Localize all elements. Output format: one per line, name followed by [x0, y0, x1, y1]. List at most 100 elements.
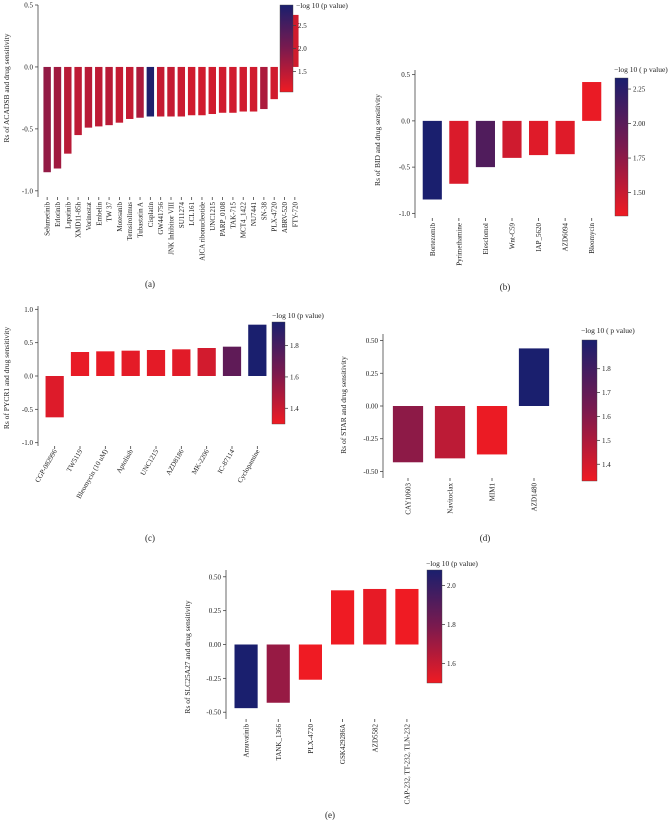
x-tick-label: CAY10603	[405, 483, 413, 515]
bar-bleomycin-10-um-	[96, 351, 115, 376]
x-tick-label: Vorinostat	[85, 202, 93, 231]
bar-fty-720	[291, 14, 299, 67]
y-tick-label: 0.0	[401, 117, 410, 125]
bar-elesclomol	[475, 120, 495, 168]
colorbar-tick-label: 1.4	[602, 461, 611, 469]
y-tick-label: -1.0	[22, 187, 34, 195]
y-tick-label: 0.25	[366, 370, 379, 378]
x-tick-label: MK-2206	[190, 448, 211, 476]
x-tick-label: UNC1215	[139, 448, 161, 477]
panel-label-c: (c)	[145, 533, 155, 543]
bar-tak-715	[229, 66, 237, 113]
bar-parp-0108	[218, 66, 227, 113]
y-axis-title-b: Rs of BID and drug sensitivity	[373, 94, 382, 186]
colorbar-tick-label: 2.0	[447, 582, 456, 590]
y-tick-label: 0.0	[24, 63, 33, 71]
bar-aica-ribonucleotide	[198, 66, 206, 116]
y-tick-label: 0.5	[24, 2, 33, 10]
colorbar-title-b: −log 10 ( p value)	[614, 65, 668, 74]
y-axis-title-d: Rs of STAR and drug sensitivity	[339, 356, 348, 454]
x-tick-label: UNC1215	[209, 202, 217, 231]
bar-aptolisib	[121, 350, 140, 376]
bar-amuvatinib	[234, 644, 258, 709]
bar-su11274	[177, 66, 186, 117]
x-tick-label: Bortezomib	[429, 223, 437, 257]
y-tick-label: -0.5	[399, 164, 411, 172]
x-tick-label: SN-38	[260, 202, 268, 221]
bar-mim1	[476, 406, 508, 455]
x-tick-label: Cyclopamine	[236, 448, 262, 484]
colorbar-tick-label: 2.00	[633, 120, 646, 128]
x-tick-label: Cisplatin	[147, 202, 155, 228]
colorbar-title-d: −log 10 ( p value)	[581, 326, 635, 335]
bar-cgp-082996	[45, 376, 64, 418]
x-tick-label: Lapatinib	[64, 202, 72, 229]
x-tick-label: Erlotinib	[54, 202, 62, 227]
x-tick-label: Motesanib	[116, 202, 124, 232]
colorbar-tick-label: 1.50	[633, 189, 646, 197]
y-tick-label: -0.5	[22, 125, 34, 133]
x-tick-label: AICA ribonucleotide	[198, 202, 206, 261]
x-tick-label: TW5119	[65, 448, 84, 474]
x-tick-label: Wnt-C59	[509, 223, 517, 250]
chart-panel-b: -1.0 -0.5 0.0 0.5 Bortezomib Pyrimethamine Ele…	[399, 70, 646, 266]
bar-tubastatin-a	[136, 66, 144, 118]
x-tick-label: Temsirolimus	[126, 202, 134, 241]
x-tick-label: Aptolisib	[115, 448, 135, 475]
colorbar-title-e: −log 10 (p value)	[426, 559, 478, 568]
x-tick-label: MIM1	[489, 483, 497, 502]
y-tick-label: 0.5	[401, 71, 410, 79]
bar-azd5582	[363, 588, 387, 645]
y-tick-label: -0.25	[363, 435, 378, 443]
x-tick-label: NU7441	[250, 202, 258, 227]
bar-jnk-inhibitor-viii	[167, 66, 175, 117]
colorbar	[581, 339, 598, 482]
colorbar-tick-label: 1.4	[290, 405, 299, 413]
x-tick-label: PARP_0108	[219, 202, 227, 237]
x-tick-label: Bleomycin	[588, 223, 596, 254]
colorbar-title-a: −log 10 (p value)	[296, 1, 348, 10]
bar-ic-87114	[222, 346, 242, 376]
bar-unc1215	[208, 66, 216, 115]
x-tick-label: Pyrimethamine	[455, 223, 463, 266]
colorbar-tick-label: 1.6	[447, 660, 456, 668]
colorbar-tick-label: 1.8	[602, 365, 611, 373]
bar-cisplatin	[146, 66, 155, 117]
bar-cay10603	[392, 406, 424, 463]
y-tick-label: -1.0	[399, 210, 411, 218]
colorbar-tick-label: 1.5	[298, 68, 307, 76]
y-axis-title-a: Rs of ACADSB and drug sensitivity	[2, 33, 11, 142]
colorbar-tick-label: 1.75	[633, 155, 646, 163]
bar-navitoclax	[434, 406, 466, 459]
bar-mk-2206	[197, 348, 216, 376]
bar-azd8186	[172, 349, 191, 376]
bar-plx-4720	[270, 66, 278, 100]
chart-panel-a: -1.0 -0.5 0.0 0.5 Selumetinib Erlotinib Lapati…	[22, 2, 307, 261]
bar-selumetinib	[43, 66, 51, 173]
bar-embelin	[95, 66, 103, 127]
y-tick-label: 0.50	[366, 337, 379, 345]
y-tick-label: -0.25	[206, 675, 221, 683]
x-tick-label: Elesclomol	[482, 223, 490, 255]
bar-plx-4720	[298, 644, 322, 680]
x-tick-label: XMD11-85h	[75, 202, 83, 238]
panel-label-a: (a)	[145, 279, 155, 289]
colorbar	[614, 77, 629, 217]
bar-cap-232-tt-232-tln-232	[395, 588, 419, 645]
bar-azd6094	[555, 120, 575, 155]
x-tick-label: JNK Inhibitor VIII	[168, 201, 176, 254]
x-tick-label: AZD5582	[371, 724, 379, 753]
x-tick-label: MCT4_1422	[240, 202, 248, 239]
y-tick-label: 0.25	[209, 607, 222, 615]
x-tick-label: Navitoclax	[447, 483, 455, 514]
colorbar-tick-label: 1.6	[290, 373, 299, 381]
colorbar-tick-label: 1.5	[602, 437, 611, 445]
colorbar	[279, 4, 294, 93]
bar-wnt-c59	[502, 120, 522, 158]
x-tick-label: Tubastatin A	[137, 202, 145, 238]
x-tick-label: GSK429286A	[339, 724, 347, 764]
x-tick-label: AZD6094	[562, 223, 570, 252]
colorbar-tick-label: 2.0	[298, 45, 307, 53]
